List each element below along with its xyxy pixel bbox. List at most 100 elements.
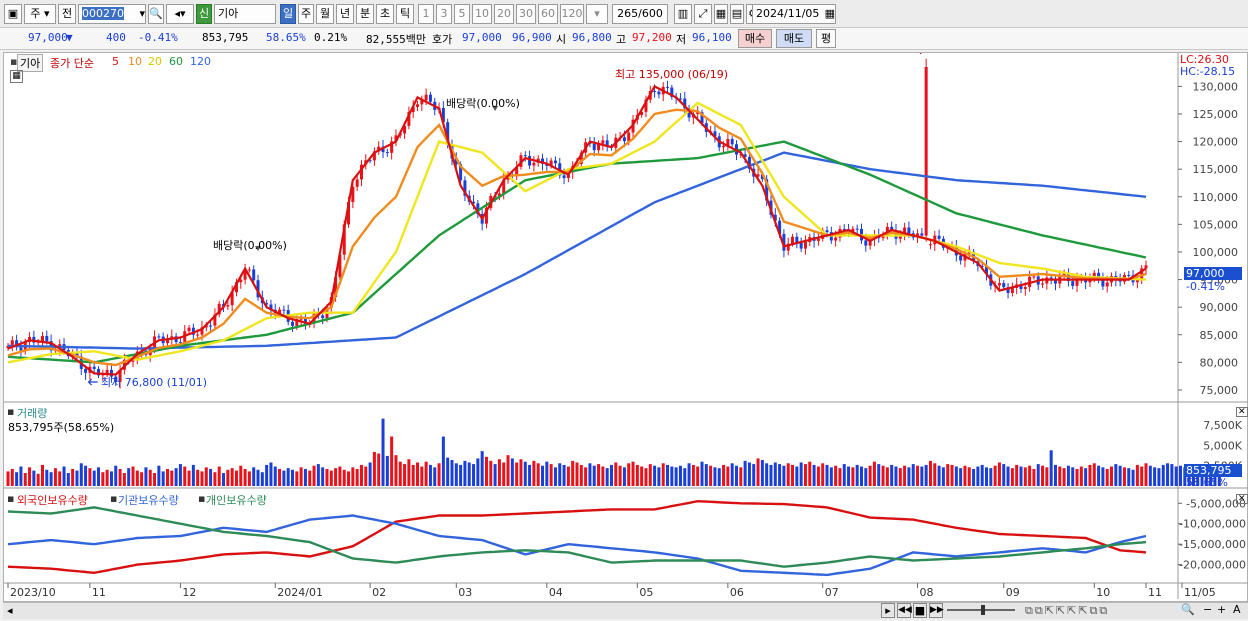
interval-10-button[interactable]: 10 [472,4,492,24]
period-minute-button[interactable]: 분 [356,4,374,24]
eval-button[interactable]: 평 [816,29,836,48]
scroll-left-icon[interactable]: ◂ [7,604,13,617]
volume-panel-close-icon[interactable]: ✕ [1236,407,1248,417]
rewind-icon[interactable]: ◀◀ [897,603,912,618]
candle-body [299,318,303,320]
zoom-in-icon[interactable]: + [1217,603,1227,616]
interval-5-button[interactable]: 5 [454,4,470,24]
period-year-button[interactable]: 년 [336,4,354,24]
low-annotation: 최저 76,800 (11/01) [101,376,208,389]
save-icon[interactable]: ▤ [730,4,744,24]
calculator-icon[interactable]: ▦ [10,70,23,83]
volume-bar [717,468,721,486]
volume-bar [416,462,420,486]
sell-button[interactable]: 매도 [776,29,812,48]
period-second-button[interactable]: 초 [376,4,394,24]
price-axis-label: 85,000 [1200,329,1239,342]
volume-bar [79,463,83,486]
candle-body [627,132,631,142]
interval-20-button[interactable]: 20 [494,4,514,24]
volume-bar [472,464,476,486]
volume-bar [222,473,226,486]
chart-menu-icon[interactable]: ▣ [4,4,22,24]
legend-ma120: 120 [190,55,211,68]
period-tick-button[interactable]: 틱 [396,4,414,24]
volume-bar [291,469,294,486]
line-tool-icon[interactable]: ⤢ [694,4,712,24]
buy-button[interactable]: 매수 [738,29,772,48]
period-month-button[interactable]: 월 [316,4,334,24]
interval-120-button[interactable]: 120 [560,4,584,24]
x-axis-label: 11 [92,586,106,599]
volume-bar [985,467,989,486]
grid-icon[interactable]: ▦ [714,4,728,24]
scroll-bar[interactable]: ◂ ▸ ◀◀ ■ ▶▶ ⧉⧉⇱⇱⇱⇱⧉⧉ 🔍 − + A [3,602,1248,619]
volume-bar [329,470,333,486]
volume-bar [635,464,639,486]
volume-bar [489,460,493,486]
candle-body [252,269,256,281]
volume-bar [644,468,648,486]
volume-bar [1062,468,1066,486]
search-icon[interactable]: 🔍 [148,4,164,24]
scope-button[interactable]: 전 [58,4,76,24]
forward-icon[interactable]: ▶▶ [929,603,944,618]
zoom-slider-handle[interactable] [981,605,985,615]
volume-bar [355,468,359,486]
volume-bar [1114,464,1118,486]
volume-panel-value: 853,795주(58.65%) [8,421,115,434]
period-day-button[interactable]: 일 [280,4,296,24]
volume-bar [109,471,113,486]
volume-bar [696,466,700,486]
volume-bar [1015,464,1019,486]
period-week-button[interactable]: 주 [298,4,314,24]
candle-body [256,280,260,298]
volume-bar [911,464,915,486]
volume-bar [368,462,372,486]
volume-bar [834,465,838,486]
x-axis-label: 2023/10 [10,586,56,599]
candle-body [40,335,44,342]
interval-1-button[interactable]: 1 [418,4,434,24]
interval-60-button[interactable]: 60 [538,4,558,24]
volume-bar [71,468,75,486]
interval-30-button[interactable]: 30 [516,4,536,24]
type-dropdown[interactable]: 주 ▾ [24,4,56,24]
code-input[interactable]: 000270 ▾ [78,4,146,24]
candle-type-icon[interactable]: ▥ [674,4,692,24]
zoom-out-icon[interactable]: − [1203,603,1213,616]
volume-bar [15,472,19,486]
legend-stock-name[interactable]: 기아 [17,54,44,72]
holdings-panel-close-icon[interactable]: ✕ [1236,494,1248,504]
speaker-icon[interactable]: ◂▾ [166,4,194,24]
date-field[interactable]: 2024/11/05 ▦ [752,4,836,24]
interval-3-button[interactable]: 3 [436,4,452,24]
volume-bar [803,464,807,486]
chart-area[interactable]: 75,000 80,000 85,000 90,000 95,000 100,000 105… [3,47,1248,603]
count-field[interactable]: 265/600 [612,4,668,24]
chart-svg[interactable]: 75,00080,00085,00090,00095,000100,000105… [4,47,1248,603]
volume-bar [959,468,963,486]
price-axis-label: 75,000 [1200,384,1239,397]
candle-body [1088,279,1092,283]
stop-icon[interactable]: ■ [913,603,927,618]
volume-bar [484,456,488,486]
stock-name-field[interactable]: 기아 [214,4,276,24]
zoom-icon[interactable]: 🔍 [1181,603,1195,616]
interval-dropdown[interactable]: ▾ [586,4,608,24]
volume-bar [454,463,458,486]
candle-body [118,369,122,382]
scroll-right-icon[interactable]: ▸ [881,603,895,618]
volume-bar [62,466,66,486]
candle-body [355,179,359,187]
volume-bar [1144,463,1148,486]
volume-bar [226,469,230,486]
candle-body [696,112,700,115]
volume-bar [734,465,738,486]
volume-bar [528,464,532,486]
volume-bar [1122,467,1126,486]
drawing-tools-icons[interactable]: ⧉⧉⇱⇱⇱⇱⧉⧉ [1025,604,1110,617]
high-price: 97,200 [632,31,672,44]
candle-body [265,303,269,305]
font-size-icon[interactable]: A [1233,603,1241,616]
